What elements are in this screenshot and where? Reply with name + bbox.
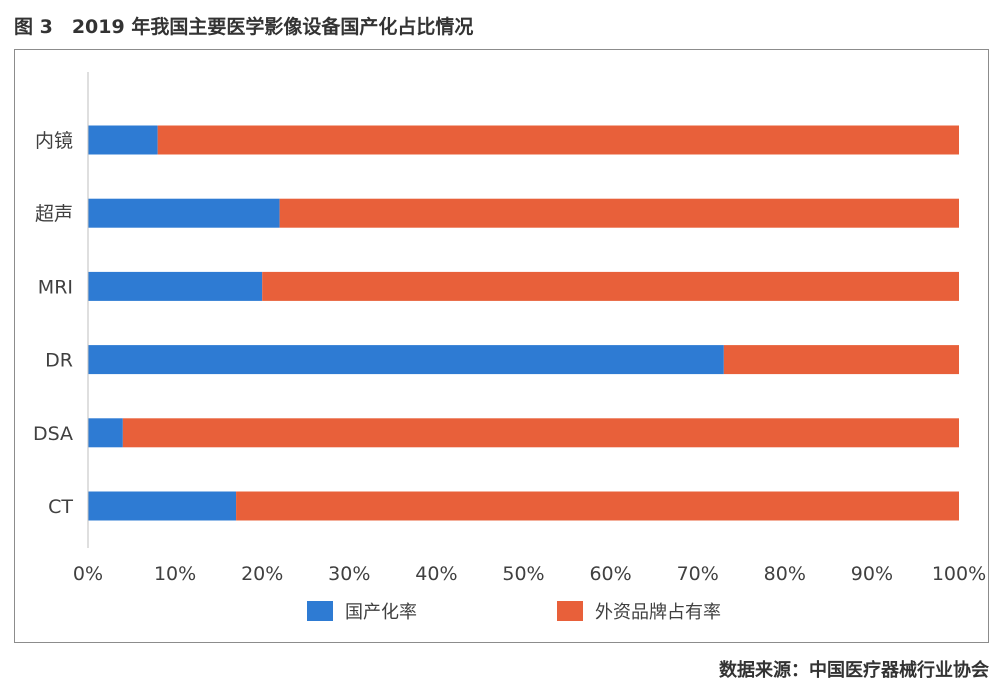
bar-domestic-4 [88, 418, 123, 448]
legend: 国产化率 外资品牌占有率 [307, 601, 721, 623]
figure-title: 图 3 2019 年我国主要医学影像设备国产化占比情况 [14, 16, 474, 38]
bar-domestic-0 [88, 125, 158, 155]
category-label-3: DR [45, 350, 73, 372]
category-label-5: CT [48, 496, 73, 518]
legend-swatch-foreign [557, 601, 583, 621]
bar-foreign-2 [262, 271, 959, 301]
x-tick-label-0: 0% [73, 563, 103, 585]
category-label-4: DSA [33, 423, 73, 445]
legend-swatch-domestic [307, 601, 333, 621]
bar-foreign-4 [122, 418, 960, 448]
x-tick-label-10: 100% [932, 563, 986, 585]
bar-foreign-0 [157, 125, 959, 155]
bar-foreign-3 [723, 345, 959, 375]
bar-foreign-1 [279, 198, 959, 228]
x-tick-labels: 0% 10% 20% 30% 40% 50% 60% 70% 80% 90% 100% [73, 563, 986, 585]
bar-foreign-5 [236, 491, 959, 521]
x-tick-label-7: 70% [677, 563, 719, 585]
bar-domestic-3 [88, 345, 724, 375]
bar-domestic-5 [88, 491, 237, 521]
x-tick-label-6: 60% [589, 563, 631, 585]
x-tick-label-5: 50% [502, 563, 544, 585]
legend-label-foreign: 外资品牌占有率 [595, 602, 721, 623]
x-tick-label-4: 40% [415, 563, 457, 585]
bars-layer [88, 125, 960, 521]
x-tick-label-3: 30% [328, 563, 370, 585]
category-label-2: MRI [38, 276, 73, 298]
x-tick-label-2: 20% [241, 563, 283, 585]
bar-domestic-1 [88, 198, 280, 228]
x-tick-label-9: 90% [851, 563, 893, 585]
category-label-0: 内镜 [35, 130, 73, 152]
source-note: 数据来源：中国医疗器械行业协会 [719, 660, 989, 681]
x-tick-label-1: 10% [154, 563, 196, 585]
bar-domestic-2 [88, 271, 263, 301]
legend-label-domestic: 国产化率 [345, 602, 417, 623]
x-tick-label-8: 80% [764, 563, 806, 585]
category-label-1: 超声 [35, 203, 73, 225]
